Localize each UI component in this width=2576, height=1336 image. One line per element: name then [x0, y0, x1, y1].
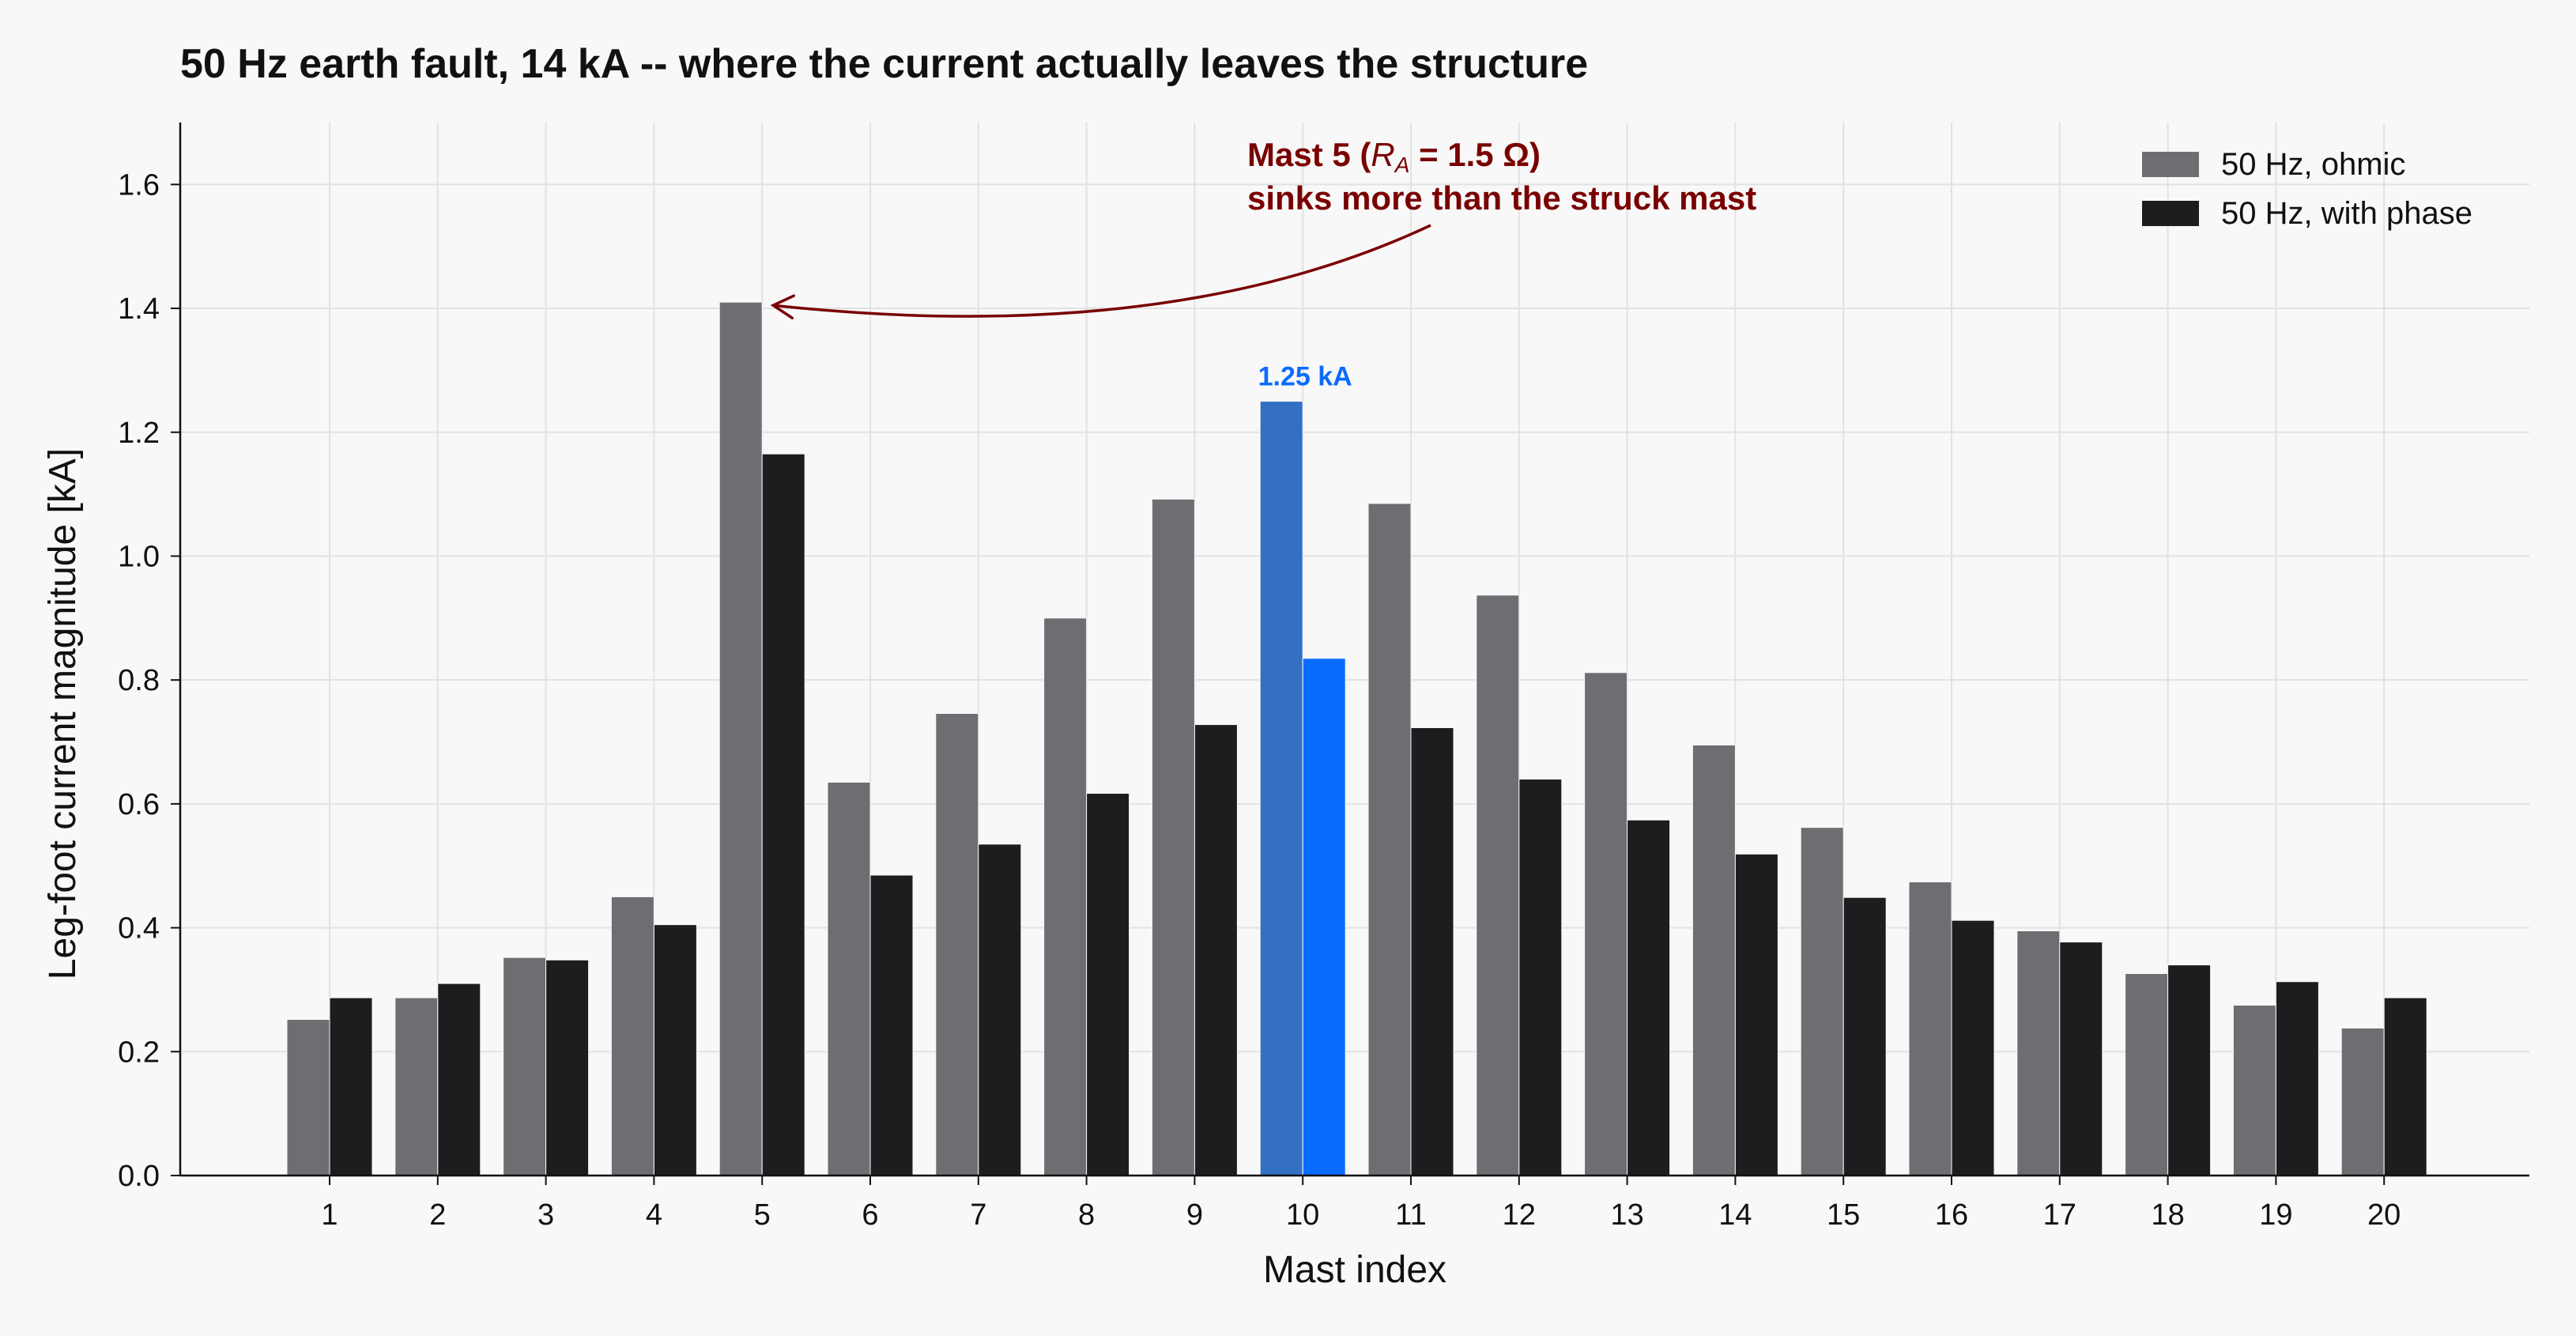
bar-ohmic-18	[2125, 973, 2169, 1176]
x-tick-label: 16	[1935, 1198, 1968, 1232]
annotation: Mast 5 (RA = 1.5 Ω)sinks more than the s…	[770, 136, 1756, 319]
bar-ohmic-19	[2232, 1005, 2276, 1176]
x-tick-label: 15	[1827, 1198, 1860, 1232]
annotation-line-2: sinks more than the struck mast	[1247, 179, 1756, 217]
bar-with-phase-16	[1951, 919, 1995, 1176]
bar-with-phase-9	[1194, 724, 1238, 1176]
bar-ohmic-9	[1151, 498, 1195, 1176]
legend-swatch	[2142, 152, 2199, 177]
x-tick-label: 4	[646, 1198, 662, 1232]
bars	[286, 301, 2427, 1176]
axes	[179, 123, 2529, 1177]
bar-with-phase-4	[653, 924, 697, 1176]
legend-entry: 50 Hz, with phase	[2221, 196, 2472, 231]
bar-with-phase-20	[2383, 997, 2427, 1176]
x-tick-label: 8	[1078, 1198, 1095, 1232]
bar-with-phase-3	[545, 959, 590, 1176]
bar-with-phase-5	[761, 453, 805, 1176]
x-tick-label: 7	[970, 1198, 986, 1232]
x-tick-label: 20	[2367, 1198, 2401, 1232]
bar-ohmic-10	[1259, 401, 1303, 1176]
y-tick-label: 1.4	[118, 292, 160, 326]
bar-with-phase-17	[2059, 942, 2103, 1176]
bar-with-phase-8	[1086, 793, 1130, 1176]
x-tick-label: 13	[1610, 1198, 1643, 1232]
bar-ohmic-1	[286, 1019, 330, 1176]
bar-with-phase-6	[869, 874, 914, 1176]
bar-with-phase-2	[437, 983, 481, 1176]
y-tick-label: 0.4	[118, 912, 160, 945]
x-tick-label: 14	[1718, 1198, 1752, 1232]
bar-ohmic-4	[610, 896, 654, 1176]
x-axis-label: Mast index	[1263, 1249, 1446, 1291]
bar-with-phase-12	[1518, 779, 1563, 1176]
bar-ohmic-7	[935, 712, 979, 1176]
bar-with-phase-10	[1302, 658, 1346, 1176]
y-tick-label: 1.0	[118, 540, 160, 573]
x-tick-label: 19	[2259, 1198, 2292, 1232]
x-tick-label: 10	[1286, 1198, 1319, 1232]
bar-ohmic-12	[1476, 594, 1520, 1176]
bar-ohmic-2	[394, 997, 439, 1176]
bar-with-phase-1	[329, 997, 373, 1176]
bar-ohmic-14	[1692, 744, 1736, 1176]
y-tick-label: 0.2	[118, 1036, 160, 1069]
legend-entry: 50 Hz, ohmic	[2221, 147, 2405, 182]
bar-ohmic-20	[2340, 1028, 2385, 1176]
x-tick-label: 1	[321, 1198, 338, 1232]
x-tick-label: 17	[2043, 1198, 2076, 1232]
bar-ohmic-17	[2016, 930, 2061, 1176]
bar-with-phase-19	[2275, 981, 2319, 1176]
bar-ohmic-13	[1584, 672, 1628, 1176]
bar-ohmic-15	[1800, 827, 1844, 1176]
y-tick-label: 0.6	[118, 788, 160, 821]
bar-with-phase-18	[2167, 964, 2212, 1176]
bar-with-phase-13	[1627, 819, 1671, 1176]
bar-ohmic-5	[718, 301, 763, 1176]
x-axis-ticks: 1 2 3 4 5 6 7 8 9 10 11 12 13 14 15 16 17 18 19 20	[321, 1176, 2401, 1232]
annotation-arrowhead	[770, 294, 795, 319]
bar-with-phase-7	[978, 843, 1022, 1176]
bar-ohmic-6	[827, 781, 871, 1176]
highlight-value-label: 1.25 kA	[1258, 362, 1352, 392]
legend: 50 Hz, ohmic 50 Hz, with phase	[2142, 147, 2472, 231]
x-tick-label: 5	[754, 1198, 771, 1232]
x-tick-label: 3	[537, 1198, 554, 1232]
x-tick-label: 9	[1186, 1198, 1203, 1232]
y-axis-ticks: 0.0 0.2 0.4 0.6 0.8 1.0 1.2 1.4 1.6	[118, 168, 180, 1193]
y-tick-label: 1.2	[118, 417, 160, 450]
bar-ohmic-8	[1043, 617, 1088, 1176]
annotation-line-1: Mast 5 (RA = 1.5 Ω)	[1247, 136, 1541, 177]
y-tick-label: 1.6	[118, 168, 160, 202]
bar-with-phase-14	[1734, 853, 1778, 1176]
chart-title: 50 Hz earth fault, 14 kA -- where the cu…	[180, 41, 1588, 87]
y-tick-label: 0.0	[118, 1160, 160, 1193]
x-tick-label: 12	[1503, 1198, 1536, 1232]
x-tick-label: 6	[862, 1198, 878, 1232]
legend-swatch	[2142, 201, 2199, 226]
bar-ohmic-11	[1367, 503, 1412, 1176]
bar-ohmic-3	[503, 957, 547, 1176]
bar-with-phase-15	[1842, 896, 1887, 1176]
x-tick-label: 2	[429, 1198, 446, 1232]
x-tick-label: 11	[1395, 1198, 1426, 1232]
x-tick-label: 18	[2151, 1198, 2184, 1232]
annotation-arrow	[773, 224, 1431, 318]
y-axis-label: Leg-foot current magnitude [kA]	[42, 448, 84, 979]
y-tick-label: 0.8	[118, 664, 160, 697]
bar-with-phase-11	[1410, 727, 1454, 1176]
bar-ohmic-16	[1908, 881, 1952, 1176]
